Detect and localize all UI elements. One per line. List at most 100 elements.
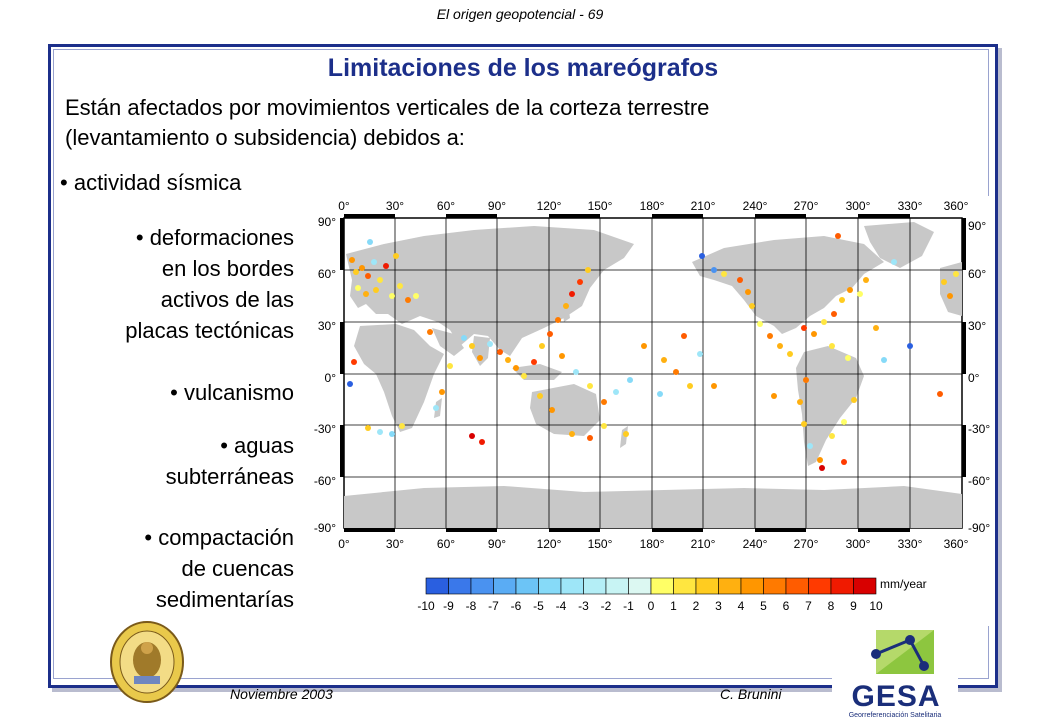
footer-author: C. Brunini [720, 686, 782, 702]
lat-label-left-2: 30° [318, 319, 336, 333]
lat-label-right-6: -90° [968, 521, 990, 535]
lat-label-right-1: 60° [968, 267, 986, 281]
legend-swatch [673, 577, 697, 595]
bullet-groundwater-l1: aguas [234, 433, 294, 458]
legend-tick-label: 1 [670, 599, 677, 613]
lat-label-left-5: -60° [314, 474, 336, 488]
bullet-volcanism-text: vulcanismo [183, 380, 294, 405]
legend-tick-label: -2 [601, 599, 612, 613]
footer-date: Noviembre 2003 [230, 686, 333, 702]
legend-tick-label: 5 [760, 599, 767, 613]
lat-label-left-0: 90° [318, 215, 336, 229]
legend-tick-label: 4 [738, 599, 745, 613]
university-seal-logo [110, 621, 184, 703]
legend-swatch [605, 577, 629, 595]
legend-swatch [538, 577, 562, 595]
legend-tick-label: -3 [578, 599, 589, 613]
legend-swatch [853, 577, 877, 595]
lon-label-top-4: 120° [537, 199, 562, 213]
legend-tick-label: 6 [783, 599, 790, 613]
legend-tick-label: -4 [556, 599, 567, 613]
legend-swatch [628, 577, 652, 595]
bullet-deformations: • deformaciones en los bordes activos de… [125, 222, 294, 346]
bullet-seismic-text: actividad sísmica [73, 170, 242, 195]
bullet-groundwater-l2: subterráneas [165, 464, 294, 489]
lon-label-bottom-7: 210° [691, 537, 716, 551]
bullet-compaction-l3: sedimentarías [155, 587, 294, 612]
legend-swatch [718, 577, 742, 595]
lon-label-bottom-8: 240° [743, 537, 768, 551]
header-title: El origen geopotencial - 69 [436, 6, 604, 22]
legend-tick-label: 0 [648, 599, 655, 613]
bullet-compaction: • compactación de cuencas sedimentarías [144, 522, 294, 615]
bullet-deformations-l4: placas tectónicas [125, 318, 294, 343]
lon-label-top-8: 240° [743, 199, 768, 213]
lon-label-top-3: 90° [488, 199, 506, 213]
legend-swatch [560, 577, 584, 595]
legend-unit: mm/year [880, 577, 927, 591]
legend-swatch [425, 577, 449, 595]
slide-frame [48, 44, 998, 688]
legend-tick-label: 3 [715, 599, 722, 613]
tide-gauge-map: 0° 30° 60° 90° 120° 150° 180° 210° 240° … [304, 196, 994, 626]
lon-label-bottom-11: 330° [898, 537, 923, 551]
legend-swatch [785, 577, 809, 595]
legend-swatch [695, 577, 719, 595]
lon-label-top-10: 300° [846, 199, 871, 213]
legend-swatch [763, 577, 787, 595]
legend-tick-label: 9 [850, 599, 857, 613]
bullet-compaction-l1: compactación [158, 525, 294, 550]
bullet-seismic: • actividad sísmica [60, 170, 242, 195]
legend-swatch [493, 577, 517, 595]
legend-swatch [650, 577, 674, 595]
lat-label-right-3: 0° [968, 371, 980, 385]
lon-label-bottom-9: 270° [794, 537, 819, 551]
intro-text: Están afectados por movimientos vertical… [65, 93, 965, 153]
lat-label-right-2: 30° [968, 319, 986, 333]
lon-label-top-5: 150° [588, 199, 613, 213]
legend-swatch [470, 577, 494, 595]
lon-label-bottom-4: 120° [537, 537, 562, 551]
legend-tick-label: -8 [466, 599, 477, 613]
gesa-logo: GESA Georreferenciación Satelitaria [832, 628, 958, 720]
legend-tick-label: -9 [443, 599, 454, 613]
map-grid [344, 218, 962, 528]
lat-label-right-5: -60° [968, 474, 990, 488]
lon-label-bottom-12: 360° [944, 537, 969, 551]
lat-label-left-1: 60° [318, 267, 336, 281]
bullet-groundwater: • aguas subterráneas [166, 430, 294, 492]
legend-tick-label: -1 [623, 599, 634, 613]
lon-label-top-2: 60° [437, 199, 455, 213]
intro-line-2: (levantamiento o subsidencia) debidos a: [65, 125, 465, 150]
intro-line-1: Están afectados por movimientos vertical… [65, 95, 710, 120]
legend-tick-label: 8 [828, 599, 835, 613]
lon-label-top-7: 210° [691, 199, 716, 213]
lon-label-top-1: 30° [386, 199, 404, 213]
lon-label-bottom-6: 180° [640, 537, 665, 551]
legend-swatch [740, 577, 764, 595]
legend-tick-label: -6 [511, 599, 522, 613]
bullet-deformations-l1: deformaciones [149, 225, 294, 250]
gesa-network-icon [871, 630, 934, 674]
legend-tick-label: 10 [869, 599, 883, 613]
lon-label-bottom-10: 300° [846, 537, 871, 551]
tide-gauge-dots [347, 233, 959, 471]
lon-label-bottom-5: 150° [588, 537, 613, 551]
gesa-logo-name: GESA [851, 680, 941, 713]
legend-swatch [830, 577, 854, 595]
legend-tick-label: -5 [533, 599, 544, 613]
bullet-deformations-l3: activos de las [160, 287, 294, 312]
color-legend: -10 -9 -8 -7 -6 -5 -4 -3 -2 -1 0 1 2 3 4 5 6 7 8 9 10 [417, 577, 883, 613]
legend-tick-label: -7 [488, 599, 499, 613]
lon-label-bottom-2: 60° [437, 537, 455, 551]
lon-label-top-9: 270° [794, 199, 819, 213]
legend-tick-label: 2 [693, 599, 700, 613]
legend-tick-label: -10 [417, 599, 435, 613]
lon-label-top-11: 330° [898, 199, 923, 213]
bullet-volcanism: • vulcanismo [170, 380, 294, 405]
lat-label-left-3: 0° [325, 371, 337, 385]
legend-swatch [808, 577, 832, 595]
legend-swatch [448, 577, 472, 595]
bullet-compaction-l2: de cuencas [181, 556, 294, 581]
legend-tick-label: 7 [805, 599, 812, 613]
